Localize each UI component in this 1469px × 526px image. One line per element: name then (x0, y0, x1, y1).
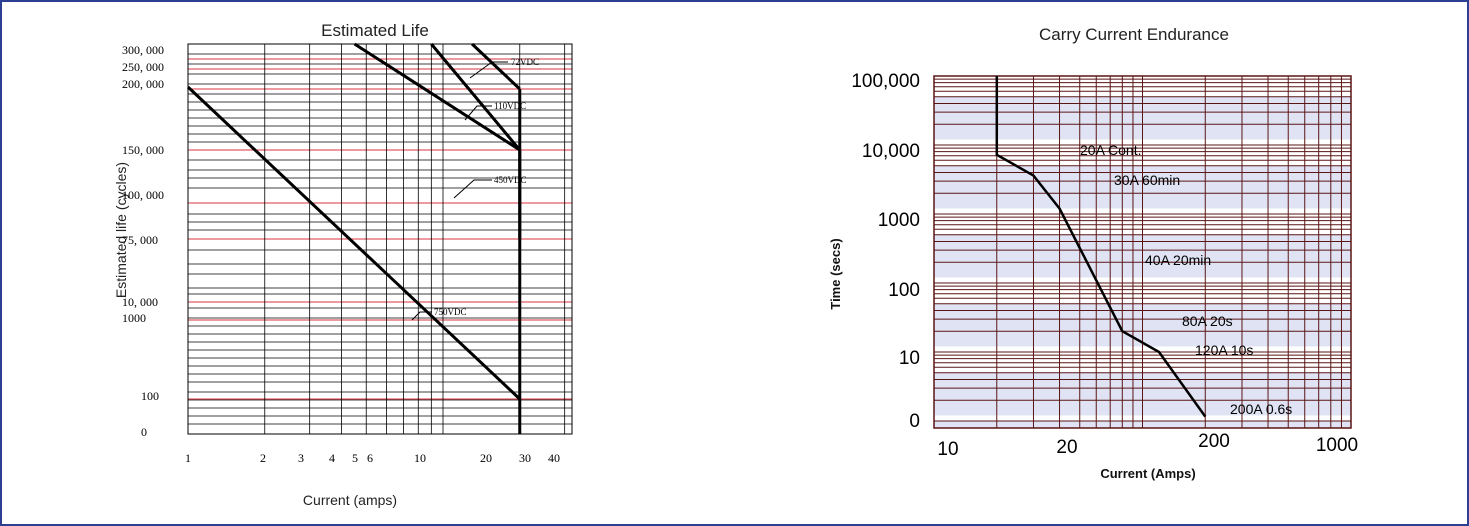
c2-annotation: 20A Cont. (1080, 142, 1142, 158)
c1-x-axis-label: Current (amps) (303, 492, 397, 508)
c1-x-tick: 2 (260, 451, 266, 465)
c1-leader-line (453, 179, 492, 199)
c2-x-tick: 1000 (1316, 435, 1358, 456)
c1-y-tick: 10, 000 (122, 295, 158, 309)
c2-endurance-curve (995, 76, 1207, 418)
c1-leader-line (464, 105, 492, 121)
c2-y-tick: 10 (899, 348, 920, 369)
c1-x-tick: 4 (329, 451, 335, 465)
c2-annotation: 120A 10s (1195, 342, 1253, 358)
c1-x-tick: 20 (480, 451, 492, 465)
c2-x-tick: 20 (1056, 437, 1077, 458)
c1-curve-110vdc (353, 42, 521, 152)
c2-y-tick: 100,000 (851, 71, 920, 92)
c1-y-tick: 200, 000 (122, 77, 164, 91)
c2-title: Carry Current Endurance (1039, 25, 1229, 44)
c1-x-tick: 10 (414, 451, 426, 465)
c1-plot-border (187, 43, 573, 435)
c1-y-tick: 100, 000 (122, 188, 164, 202)
c2-annotation: 80A 20s (1182, 313, 1233, 329)
c2-y-tick: 1000 (878, 210, 920, 231)
c2-annotation: 40A 20min (1145, 252, 1211, 268)
c2-y-tick: 10,000 (862, 141, 920, 162)
c1-curve-72vdc (471, 42, 521, 91)
c1-series-label: 72VDC (511, 57, 539, 67)
c1-y-tick: 100 (141, 389, 159, 403)
estimated-life-chart: Estimated Life Current (amps) Estimated … (113, 21, 573, 508)
c1-x-tick: 30 (519, 451, 531, 465)
c1-x-tick: 5 (352, 451, 358, 465)
c1-leader-line (469, 61, 508, 79)
c1-y-tick: 75, 000 (122, 233, 158, 247)
c1-title: Estimated Life (321, 21, 429, 40)
c1-y-tick: 250, 000 (122, 60, 164, 74)
c1-y-tick: 300, 000 (122, 43, 164, 57)
c1-curve-750vdc (186, 85, 521, 401)
c1-y-tick: 1000 (122, 311, 146, 325)
c1-series-label: 450VDC (494, 175, 527, 185)
c1-series-label: 110VDC (494, 101, 526, 111)
c2-y-tick: 100 (888, 280, 920, 301)
c2-y-axis-label: Time (secs) (828, 238, 843, 309)
c1-curves (186, 42, 522, 434)
c1-leader-line (411, 311, 432, 321)
c1-x-tick: 40 (548, 451, 560, 465)
c1-x-tick: 3 (298, 451, 304, 465)
c2-x-axis-label: Current (Amps) (1100, 466, 1195, 481)
c1-x-tick: 6 (367, 451, 373, 465)
c2-grid (933, 75, 1352, 429)
c1-y-tick: 0 (141, 425, 147, 439)
c1-label-leaders (411, 61, 508, 321)
c2-x-tick: 10 (937, 439, 958, 460)
c2-annotation: 30A 60min (1114, 172, 1180, 188)
carry-current-endurance-chart: Carry Current Endurance Current (Amps) T… (828, 25, 1358, 481)
c2-plot-border (933, 75, 1352, 429)
c2-y-tick: 0 (909, 411, 920, 432)
c1-y-tick: 150, 000 (122, 143, 164, 157)
c1-x-tick: 1 (185, 451, 191, 465)
c1-y-axis-label: Estimated life (cycles) (113, 162, 129, 298)
c2-x-tick: 200 (1198, 431, 1230, 452)
c1-series-label: 750VDC (434, 307, 467, 317)
c2-annotation: 200A 0.6s (1230, 401, 1292, 417)
c2-curve (995, 76, 1207, 418)
